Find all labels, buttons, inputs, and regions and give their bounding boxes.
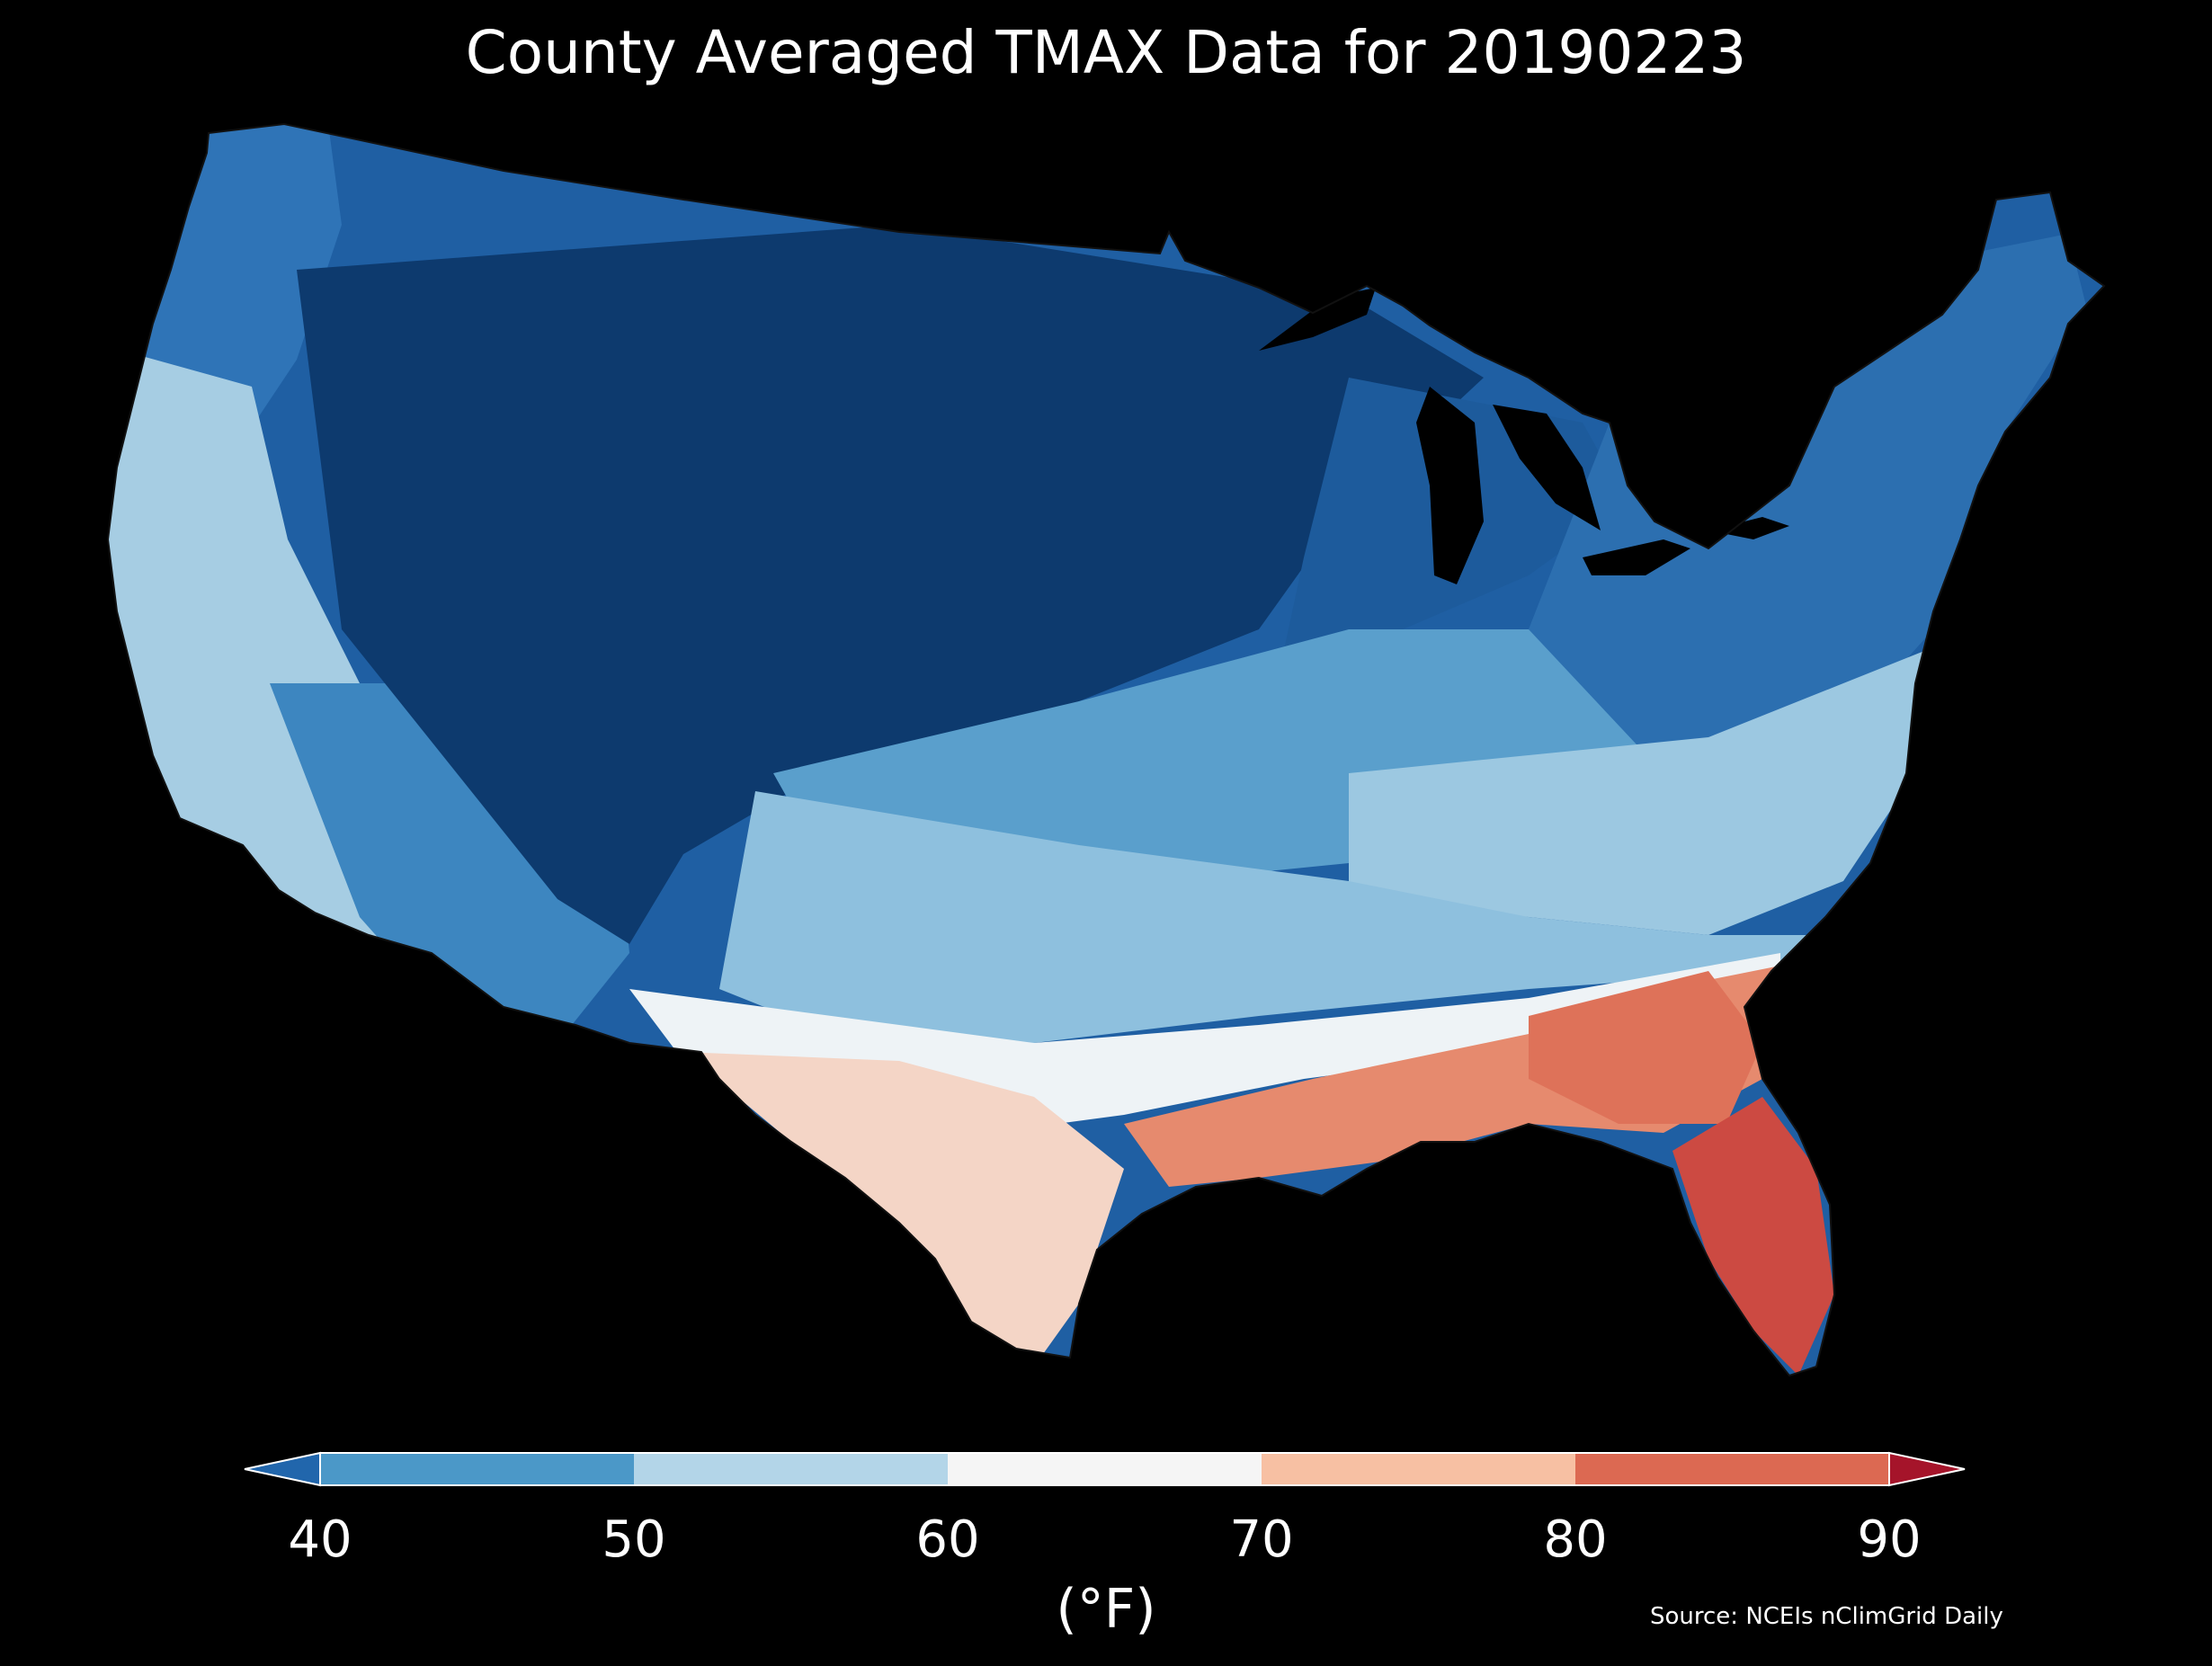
lake-huron [1493, 405, 1601, 530]
region-northern-plains-rockies [297, 225, 1484, 944]
colorbar [244, 1451, 1966, 1487]
region-mid-atlantic [1349, 647, 1933, 935]
colorbar-tick-70: 70 [1229, 1510, 1294, 1569]
source-credit: Source: NCEIs nClimGrid Daily [1650, 1603, 2003, 1630]
colorbar-tick-50: 50 [602, 1510, 666, 1569]
region-georgia [1529, 971, 1762, 1124]
region-florida [1672, 1097, 1834, 1376]
colorbar-unit-label: (°F) [1056, 1578, 1156, 1641]
region-central-plains [719, 791, 1843, 1043]
colorbar-bin-50-60 [634, 1453, 948, 1485]
colorbar-bin-40-50 [320, 1453, 634, 1485]
colorbar-tick-60: 60 [915, 1510, 980, 1569]
colorbar-bin-70-80 [1262, 1453, 1575, 1485]
us-outline [106, 122, 2106, 1377]
colorbar-tick-80: 80 [1543, 1510, 1608, 1569]
region-northeast [1529, 234, 2086, 773]
colorbar-bin-80-90 [1575, 1453, 1889, 1485]
lake-superior [1259, 288, 1376, 351]
colorbar-tick-90: 90 [1857, 1510, 1922, 1569]
map-title: County Averaged TMAX Data for 20190223 [465, 18, 1747, 87]
colorbar-bin-60-70 [948, 1453, 1262, 1485]
lake-erie [1583, 539, 1690, 575]
colorbar-tick-40: 40 [288, 1510, 352, 1569]
colorbar-under-arrow [244, 1451, 321, 1487]
colorbar-over-arrow [1888, 1451, 1966, 1487]
lake-michigan [1416, 387, 1484, 584]
colorbar-frame [319, 1452, 1890, 1486]
region-texas [683, 1052, 1124, 1367]
